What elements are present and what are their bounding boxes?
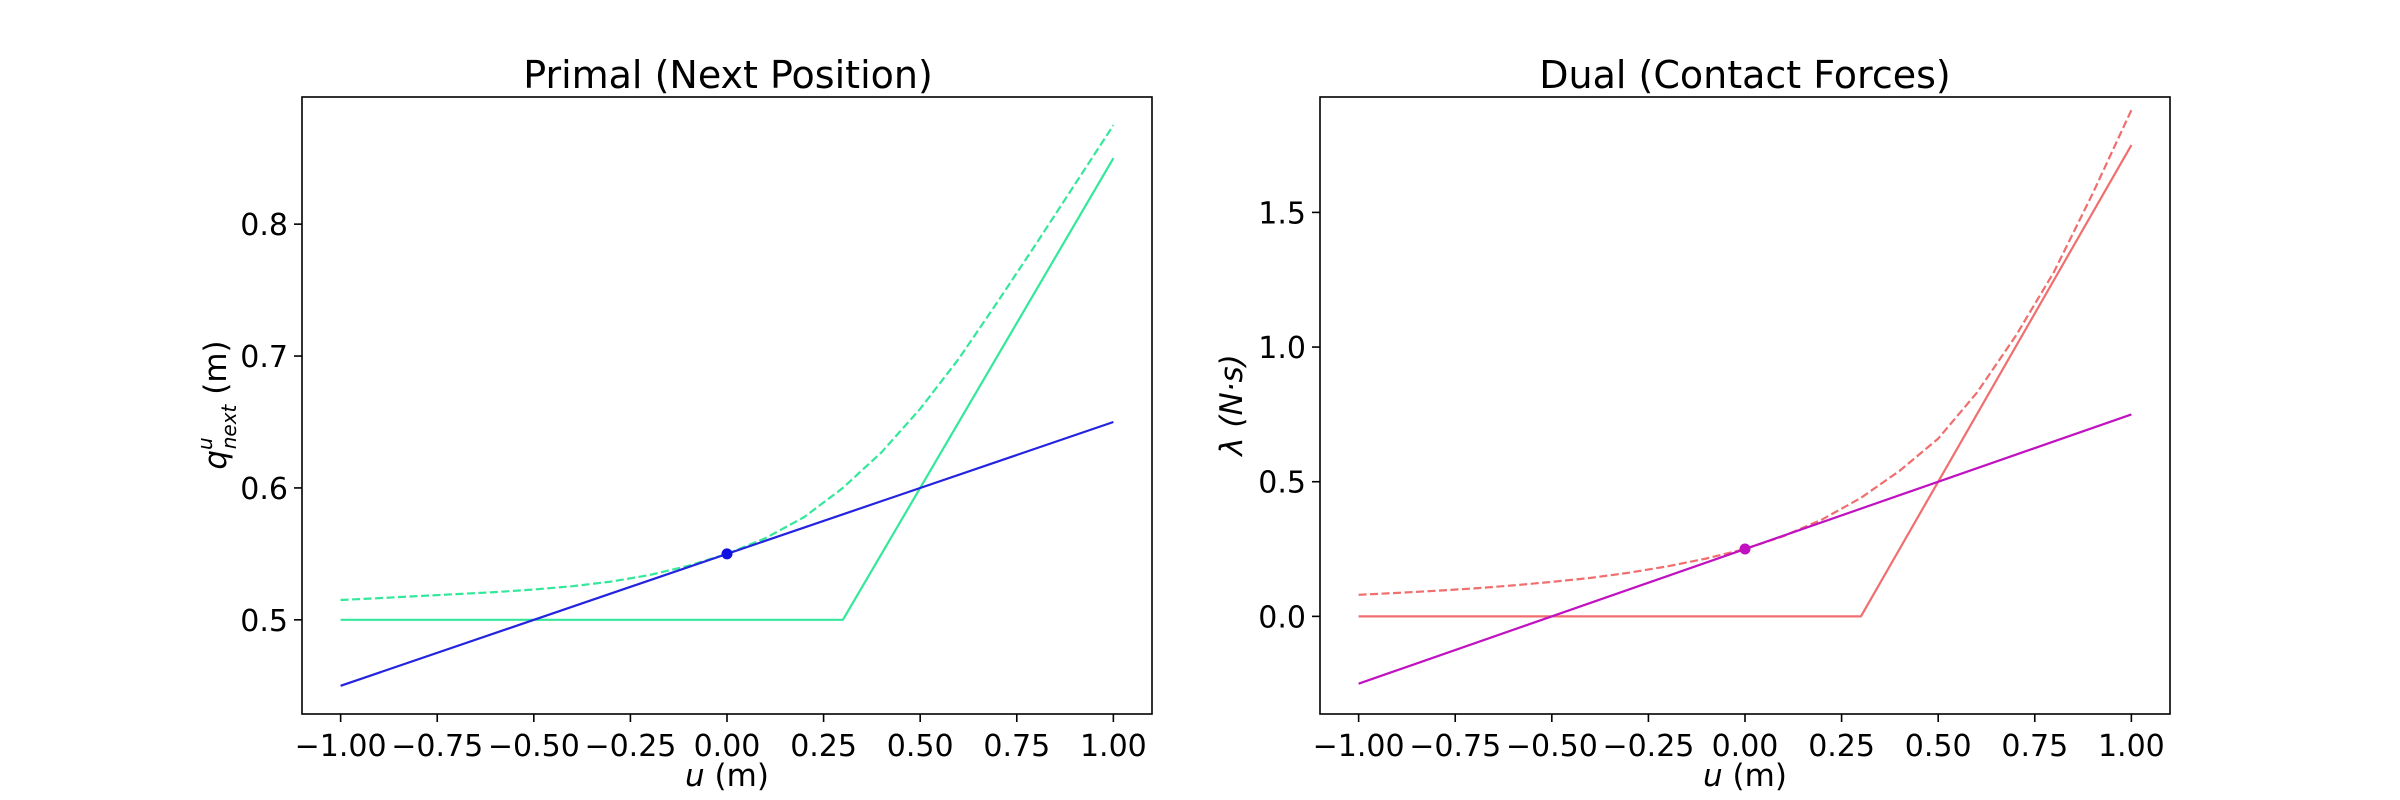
primal-ytick-label: 0.6 <box>240 472 288 507</box>
dual-ylabel-unit: (N·s) <box>1214 354 1250 437</box>
primal-xtick-label: 0.50 <box>887 729 954 764</box>
dual-xlabel: u (m) <box>1703 758 1787 794</box>
primal-xtick-label: −0.25 <box>584 729 676 764</box>
dual-title: Dual (Contact Forces) <box>1539 53 1950 97</box>
primal-xtick-label: 1.00 <box>1080 729 1147 764</box>
dual-ytick-label: 0.0 <box>1258 600 1306 635</box>
primal-series-1-solid-line <box>340 157 1115 621</box>
primal-ylabel-sub: next <box>217 403 241 449</box>
dual-xtick-label: 0.75 <box>2001 729 2068 764</box>
primal-title: Primal (Next Position) <box>523 53 933 97</box>
dual-ylabel: λ (N·s) <box>1214 354 1250 458</box>
primal-xtick-label: −0.50 <box>488 729 580 764</box>
primal-xlabel: u (m) <box>685 758 769 794</box>
dual-ticks: −1.00 −0.75 −0.50 −0.25 0.00 0.25 0.50 0.75 1.00… <box>1258 196 2164 764</box>
dual-ytick-label: 1.5 <box>1258 196 1306 231</box>
dual-panel: Dual (Contact Forces) −1.00 −0.75 −0.50 −0.… <box>1214 53 2171 794</box>
primal-plot-area <box>340 124 1115 687</box>
primal-xtick-label: −0.75 <box>391 729 483 764</box>
primal-ylabel: qunext (m) <box>193 340 241 469</box>
primal-panel: Primal (Next Position) −1.00 −0.75 −0.50 −0… <box>193 53 1153 794</box>
primal-ylabel-var: q <box>198 450 234 470</box>
dual-series-0-dashed-line <box>1358 109 2133 596</box>
dual-linearization-point-marker <box>1739 543 1751 555</box>
primal-ytick-label: 0.7 <box>240 340 288 375</box>
dual-xtick-label: 0.25 <box>1808 729 1875 764</box>
dual-xtick-label: −1.00 <box>1313 729 1405 764</box>
dual-ytick-label: 0.5 <box>1258 466 1306 501</box>
primal-linearization-point-marker <box>721 548 733 560</box>
dual-xtick-label: −0.50 <box>1506 729 1598 764</box>
dual-ylabel-var: λ <box>1214 437 1250 457</box>
dual-xtick-label: 0.00 <box>1712 729 1779 764</box>
dual-xtick-label: 1.00 <box>2098 729 2165 764</box>
dual-xlabel-var: u <box>1703 758 1723 794</box>
dual-xtick-label: 0.50 <box>1905 729 1972 764</box>
dual-ytick-label: 1.0 <box>1258 331 1306 366</box>
primal-ticks: −1.00 −0.75 −0.50 −0.25 0.00 0.25 0.50 0.75 1.00… <box>240 208 1146 764</box>
primal-series-0-dashed-line <box>340 124 1115 602</box>
primal-ylabel-unit: (m) <box>198 340 234 404</box>
primal-xtick-label: 0.75 <box>983 729 1050 764</box>
primal-ylabel-sup: u <box>193 437 217 450</box>
dual-xlabel-unit: (m) <box>1723 758 1787 794</box>
primal-ytick-label: 0.5 <box>240 604 288 639</box>
primal-xtick-label: 0.25 <box>790 729 857 764</box>
primal-xtick-label: −1.00 <box>295 729 387 764</box>
primal-xtick-label: 0.00 <box>694 729 761 764</box>
dual-xtick-label: −0.25 <box>1602 729 1694 764</box>
primal-xlabel-var: u <box>685 758 705 794</box>
dual-plot-area <box>1358 109 2133 685</box>
primal-ytick-label: 0.8 <box>240 208 288 243</box>
primal-xlabel-unit: (m) <box>705 758 769 794</box>
dual-xtick-label: −0.75 <box>1409 729 1501 764</box>
dual-series-1-solid-line <box>1358 144 2133 618</box>
